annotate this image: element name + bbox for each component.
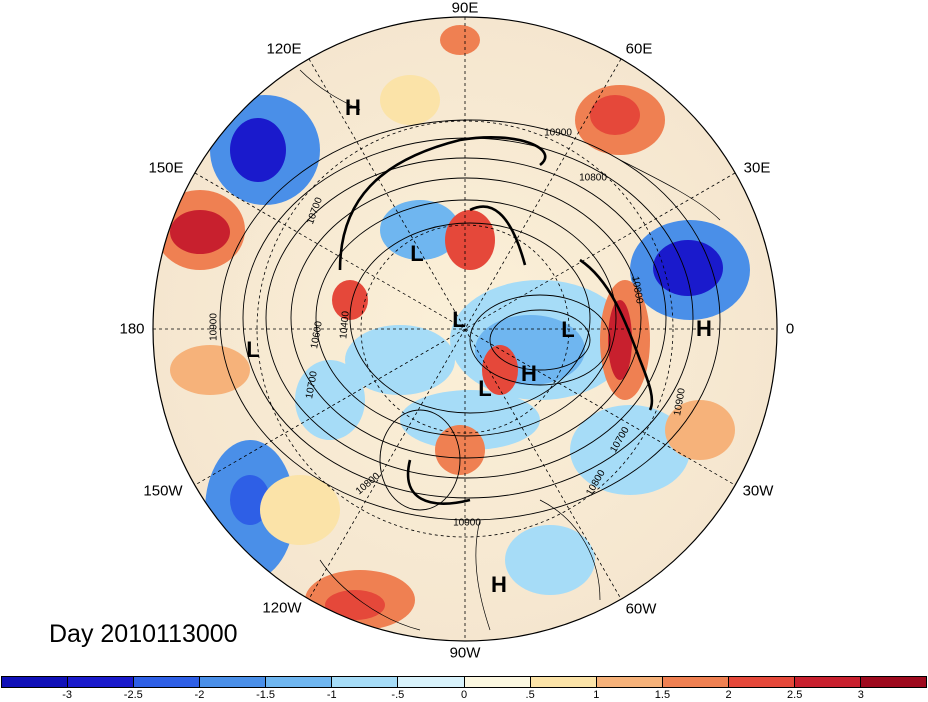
colorbar-segment <box>68 677 135 687</box>
lon-label-90w: 90W <box>449 644 481 662</box>
pressure-center-high: H <box>345 95 361 120</box>
colorbar-tick-label: -3 <box>62 689 73 701</box>
lon-label-0: 0 <box>785 320 795 338</box>
lon-label-180: 180 <box>119 320 145 338</box>
colorbar-segment <box>134 677 201 687</box>
colorbar-segment <box>861 677 927 687</box>
colorbar-tick-label: -2 <box>194 689 205 701</box>
colorbar-tick-label: -1.5 <box>256 689 276 701</box>
contour-label: 10900 <box>453 517 481 529</box>
pressure-center-high: H <box>491 572 507 597</box>
colorbar-segment <box>596 677 663 687</box>
pressure-center-high: H <box>696 316 712 341</box>
colorbar-tick-label: .5 <box>525 689 535 701</box>
height-contours <box>219 119 721 521</box>
lon-label-30w: 30W <box>742 482 774 500</box>
contour-label: 10900 <box>208 313 220 341</box>
colorbar-segment <box>332 677 399 687</box>
lon-label-30e: 30E <box>743 159 771 177</box>
map-border <box>152 16 778 642</box>
colorbar-segment <box>794 677 862 687</box>
colorbar-segment <box>200 677 267 687</box>
lon-label-120w: 120W <box>262 599 302 617</box>
pressure-center-low: L <box>410 241 424 266</box>
pressure-center-low: L <box>478 376 492 401</box>
colorbar-segment <box>662 677 729 687</box>
colorbar <box>1 676 927 688</box>
colorbar-tick-label: -2.5 <box>123 689 143 701</box>
coastlines <box>299 69 721 631</box>
lon-label-150w: 150W <box>143 482 183 500</box>
graticule <box>153 17 777 641</box>
polar-map <box>152 16 778 642</box>
lon-label-60w: 60W <box>625 600 657 618</box>
contour-label: 10900 <box>544 127 572 139</box>
map-title: Day 2010113000 <box>49 620 238 648</box>
colorbar-segment <box>398 677 465 687</box>
lon-label-120e: 120E <box>266 40 302 58</box>
colorbar-segment <box>530 677 597 687</box>
colorbar-tick-label: 1.5 <box>654 689 671 701</box>
colorbar-tick-label: 2 <box>725 689 732 701</box>
contour-label: 10800 <box>579 172 607 184</box>
colorbar-segment <box>728 677 795 687</box>
pressure-center-high: H <box>521 361 537 386</box>
pressure-center-low: L <box>561 317 575 342</box>
lon-label-90e: 90E <box>451 0 479 17</box>
colorbar-segment <box>266 677 333 687</box>
pressure-center-low: L <box>452 307 466 332</box>
colorbar-tick-label: -1 <box>326 689 337 701</box>
colorbar-tick-label: -.5 <box>391 689 405 701</box>
colorbar-tick-label: 0 <box>460 689 468 701</box>
colorbar-tick-label: 2.5 <box>787 689 803 701</box>
colorbar-segment <box>2 677 69 687</box>
colorbar-segment <box>464 677 531 687</box>
colorbar-tick-label: 3 <box>857 689 864 701</box>
colorbar-tick-label: 1 <box>593 689 600 701</box>
lon-label-150e: 150E <box>148 159 184 177</box>
lon-label-60e: 60E <box>625 40 653 58</box>
jet-contours <box>338 136 654 505</box>
pressure-center-low: L <box>246 337 260 362</box>
